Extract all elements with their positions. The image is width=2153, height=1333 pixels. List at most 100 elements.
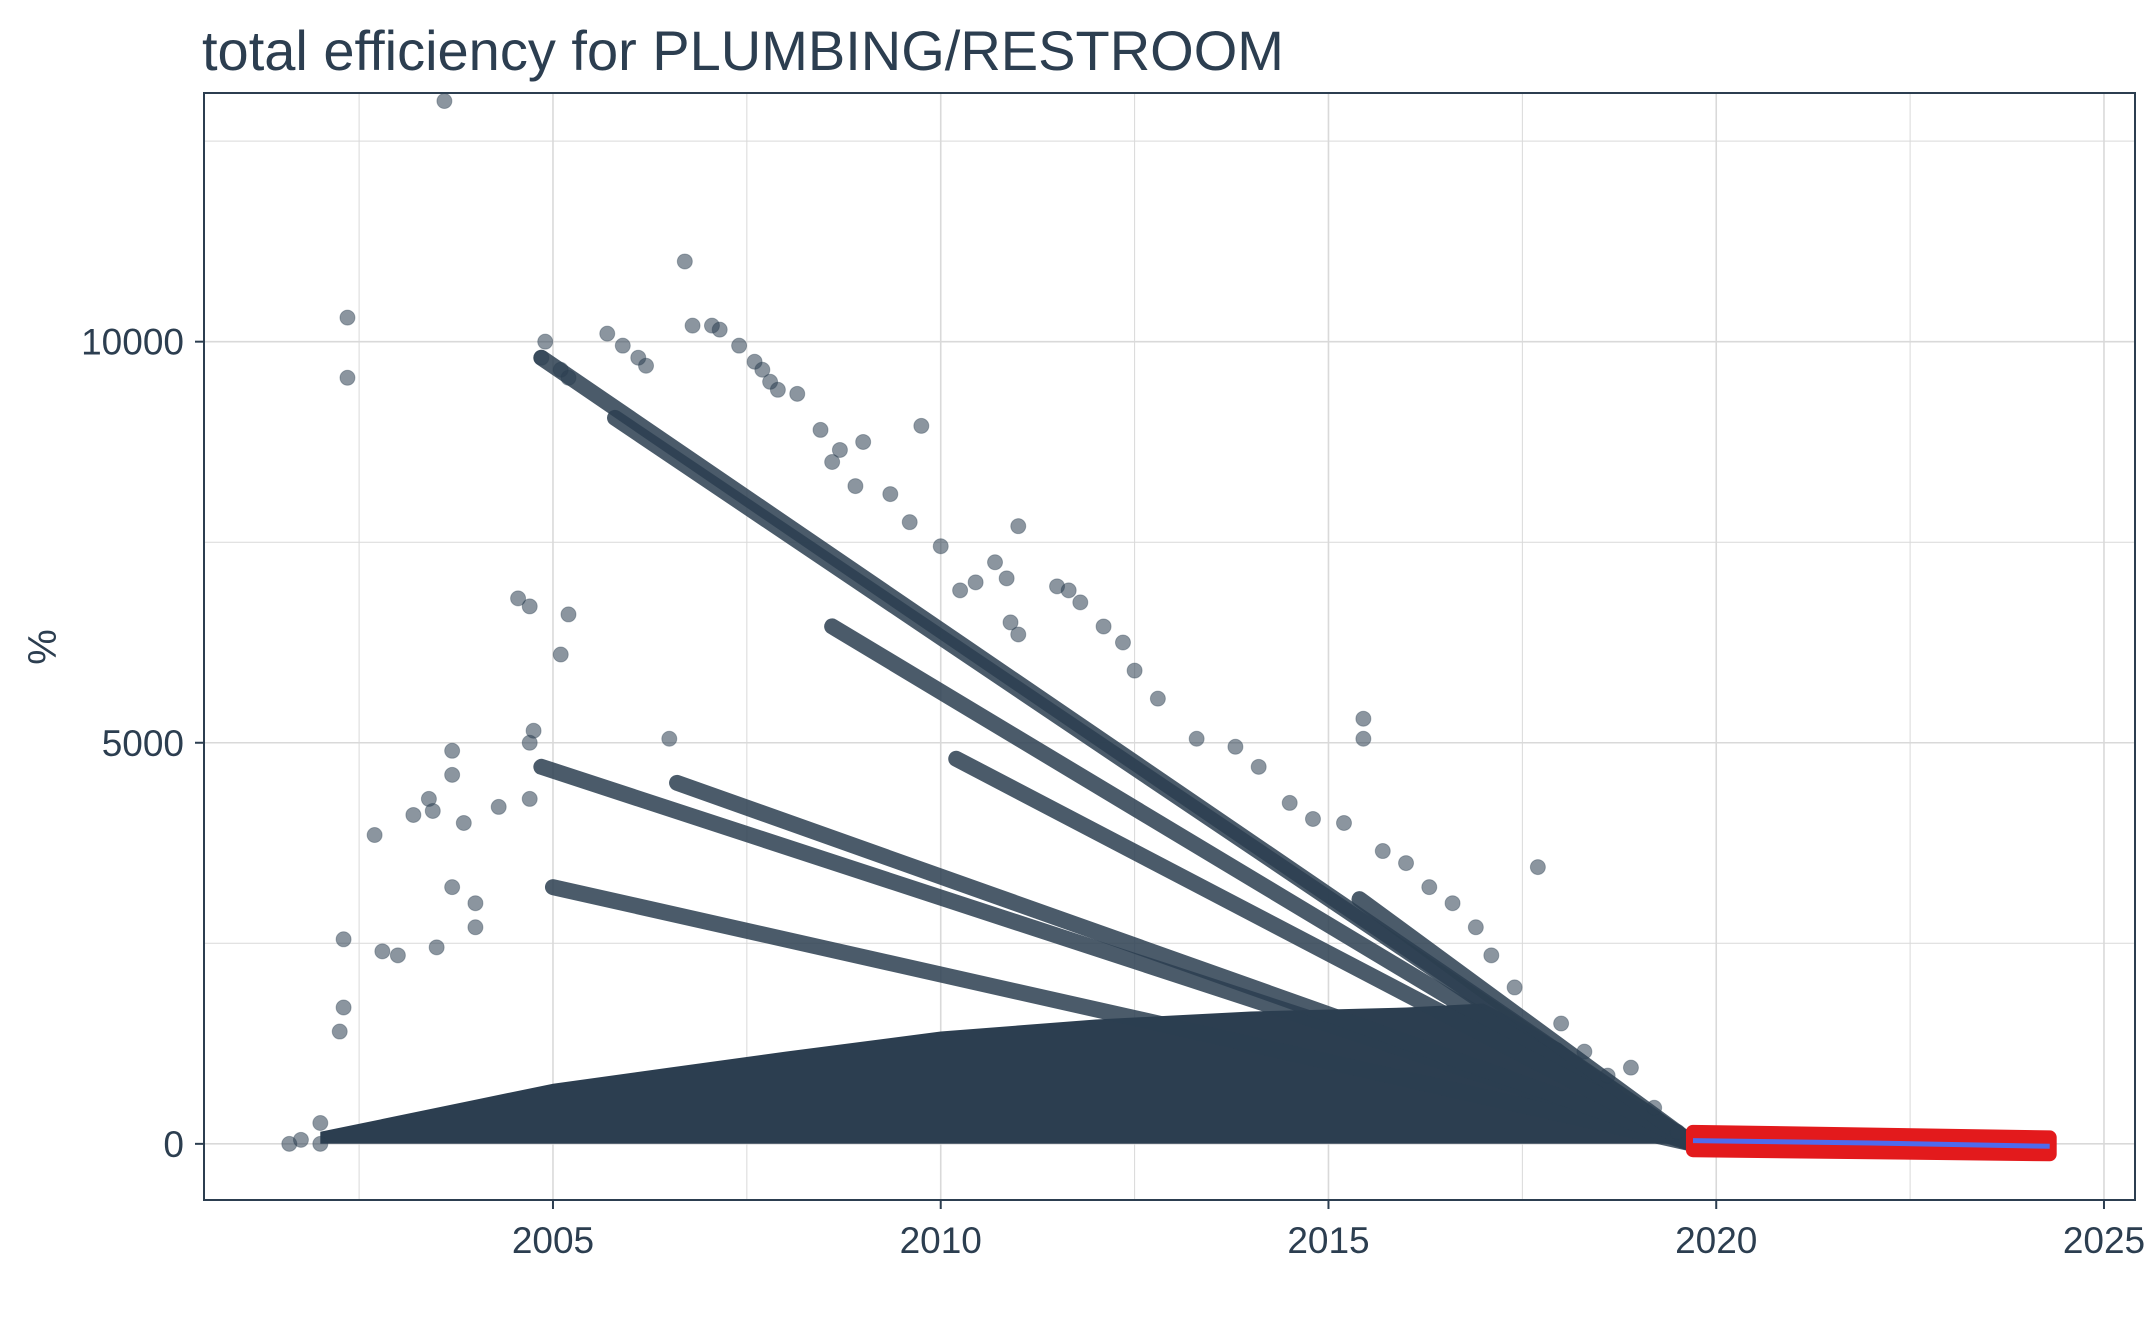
data-point [731,337,748,354]
data-point [560,369,577,386]
data-point [339,309,356,326]
data-point [312,1135,329,1152]
data-point [1010,518,1027,535]
data-point [754,361,771,378]
data-point [312,1114,329,1131]
data-point [552,646,569,663]
data-point [831,441,848,458]
data-point [998,570,1015,587]
data-point [521,790,538,807]
x-tick-label: 2005 [512,1220,594,1261]
point-band [669,774,1701,1152]
point-band [544,879,1701,1152]
y-axis-label: % [21,629,65,665]
data-point [855,433,872,450]
data-point [444,879,461,896]
data-point [1553,1015,1570,1032]
data-point [661,730,678,747]
data-point [1002,614,1019,631]
data-point [374,943,391,960]
data-point [1355,710,1372,727]
data-point [967,574,984,591]
data-point [424,802,441,819]
y-tick-label: 10000 [81,322,184,363]
data-point [533,349,550,366]
data-point [455,814,472,831]
point-band [824,618,1701,1152]
data-point [1304,810,1321,827]
data-point [1467,919,1484,936]
data-point [913,417,930,434]
axis-ticks: 2005 2010 2015 2020 2025 0 5000 10000 [81,322,2145,1261]
data-point [684,317,701,334]
x-tick-label: 2015 [1287,1220,1369,1261]
data-point [1374,843,1391,860]
data-point [638,357,655,374]
x-tick-label: 2020 [1675,1220,1757,1261]
data-point [932,538,949,555]
data-points [281,93,1686,1152]
data-point [769,381,786,398]
data-point [428,939,445,956]
data-point [1188,730,1205,747]
data-point [335,931,352,948]
data-point [331,1023,348,1040]
x-tick-label: 2025 [2063,1220,2145,1261]
data-point [1483,947,1500,964]
data-point [1072,594,1089,611]
data-point [824,454,841,470]
x-tick-label: 2010 [900,1220,982,1261]
data-point [1095,618,1112,635]
data-point [1250,758,1267,775]
data-point [987,554,1004,571]
data-point [1599,1067,1616,1084]
data-point [339,369,356,386]
plot-frame [203,92,2136,1201]
data-point [1398,855,1415,872]
data-point [1126,662,1143,679]
data-point [676,253,693,270]
data-point [1622,1059,1639,1076]
data-point [1444,895,1461,912]
data-point [366,827,383,844]
data-point [467,919,484,936]
point-bands [320,349,1701,1152]
data-point [1060,582,1077,599]
data-point [614,337,631,354]
data-point [1576,1043,1593,1060]
data-point [405,806,422,823]
forecast [1685,1124,2057,1162]
data-point [1355,730,1372,747]
data-point [1335,814,1352,831]
data-point [1227,738,1244,755]
y-tick-label: 5000 [102,723,184,764]
chart-title: total efficiency for PLUMBING/RESTROOM [202,19,1284,82]
data-point [1646,1099,1663,1116]
data-point [1281,794,1298,811]
data-point [510,590,527,607]
data-point [1114,634,1131,651]
data-point [1669,1123,1686,1140]
data-point [436,93,453,110]
data-point [525,722,542,739]
data-point [444,742,461,759]
data-point [389,947,406,964]
data-point [1506,979,1523,996]
data-point [537,333,554,350]
data-point [599,325,616,342]
data-point [1529,859,1546,876]
data-point [952,582,969,599]
data-point [1010,626,1027,643]
data-point [711,321,728,338]
point-band [948,750,1701,1152]
gridlines [204,93,2135,1200]
data-point [847,478,864,495]
data-point [521,598,538,615]
data-point [882,486,899,503]
forecast-line [1692,1138,2050,1149]
data-point [901,514,918,531]
data-point [812,421,829,438]
data-point [560,606,577,623]
